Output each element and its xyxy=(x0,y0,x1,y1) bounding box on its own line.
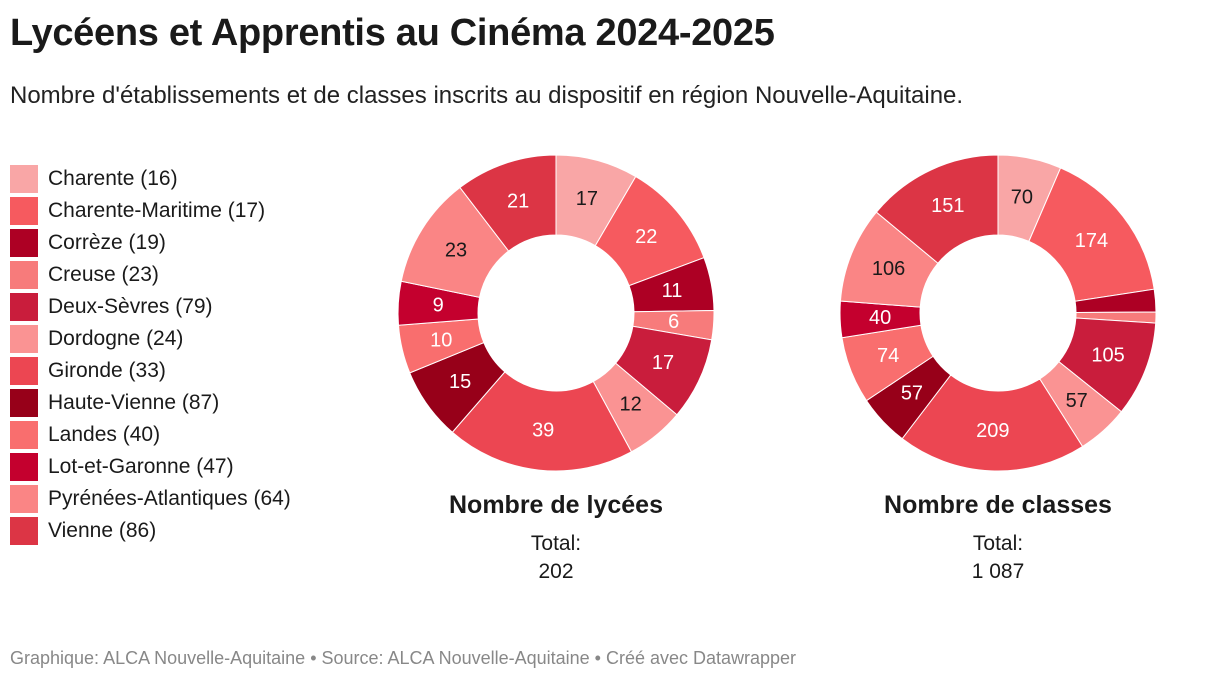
footer-credit: Graphique: ALCA Nouvelle-Aquitaine • Sou… xyxy=(10,648,797,668)
legend-swatch xyxy=(10,453,38,481)
chart-title: Lycéens et Apprentis au Cinéma 2024-2025 xyxy=(10,12,775,54)
donut-chart-lycees: 17 22 11 6 17 12 39 15 10 9 23 21 xyxy=(397,154,715,472)
legend-label: Pyrénées-Atlantiques (64) xyxy=(48,487,291,510)
slice-label: 74 xyxy=(877,345,899,367)
legend-swatch xyxy=(10,229,38,257)
legend-item: Haute-Vienne (87) xyxy=(10,387,291,419)
legend-label: Deux-Sèvres (79) xyxy=(48,295,213,318)
slice-label: 57 xyxy=(901,383,923,405)
slice-label: 70 xyxy=(1011,186,1033,208)
slice-label: 106 xyxy=(872,258,905,280)
legend-item: Landes (40) xyxy=(10,419,291,451)
slice-label: 17 xyxy=(652,352,674,374)
slice-label: 12 xyxy=(619,393,641,415)
donut-slice xyxy=(1028,167,1155,302)
slice-label: 17 xyxy=(576,188,598,210)
slice-label: 57 xyxy=(1066,390,1088,412)
total-label-lycees: Total: xyxy=(530,532,582,555)
donut-slice xyxy=(451,371,633,472)
slice-label: 6 xyxy=(668,311,679,333)
slice-label: 23 xyxy=(445,239,467,261)
slice-label: 174 xyxy=(1075,230,1108,252)
chart-name-lycees: Nombre de lycées xyxy=(449,491,663,519)
legend-swatch xyxy=(10,517,38,545)
caption-classes: Nombre de classes Total: 1 087 xyxy=(838,491,1158,586)
legend-label: Dordogne (24) xyxy=(48,327,184,350)
total-label-classes: Total: xyxy=(972,532,1024,555)
legend-label: Charente-Maritime (17) xyxy=(48,199,266,222)
chart-subtitle: Nombre d'établissements et de classes in… xyxy=(10,82,964,109)
slice-label: 39 xyxy=(532,419,554,441)
total-value-lycees: 202 xyxy=(538,560,574,583)
legend-swatch xyxy=(10,165,38,193)
slice-label: 11 xyxy=(662,280,683,302)
legend-swatch xyxy=(10,389,38,417)
legend: Charente (16) Charente-Maritime (17) Corrè… xyxy=(10,163,291,547)
legend-label: Creuse (23) xyxy=(48,263,159,286)
legend-label: Haute-Vienne (87) xyxy=(48,391,220,414)
legend-swatch xyxy=(10,357,38,385)
slice-label: 9 xyxy=(433,295,444,317)
legend-label: Landes (40) xyxy=(48,423,161,446)
legend-swatch xyxy=(10,421,38,449)
legend-label: Lot-et-Garonne (47) xyxy=(48,455,234,478)
donut-slice xyxy=(459,154,557,252)
legend-label: Charente (16) xyxy=(48,167,178,190)
slice-label: 10 xyxy=(430,329,452,351)
legend-swatch xyxy=(10,485,38,513)
legend-item: Lot-et-Garonne (47) xyxy=(10,451,291,483)
slice-label: 15 xyxy=(449,371,471,393)
donut-slice xyxy=(901,374,1084,472)
slice-label: 209 xyxy=(976,420,1009,442)
slice-label: 105 xyxy=(1091,345,1124,367)
legend-swatch xyxy=(10,325,38,353)
slice-label: 22 xyxy=(635,226,657,248)
slice-label: 151 xyxy=(931,195,964,217)
legend-label: Gironde (33) xyxy=(48,359,166,382)
total-value-classes: 1 087 xyxy=(971,560,1025,583)
legend-item: Gironde (33) xyxy=(10,355,291,387)
legend-item: Charente-Maritime (17) xyxy=(10,195,291,227)
donut-slice xyxy=(875,154,999,264)
legend-swatch xyxy=(10,261,38,289)
slice-label: 21 xyxy=(507,190,529,212)
caption-lycees: Nombre de lycées Total: 202 xyxy=(396,491,716,586)
legend-item: Creuse (23) xyxy=(10,259,291,291)
legend-item: Charente (16) xyxy=(10,163,291,195)
legend-label: Corrèze (19) xyxy=(48,231,166,254)
legend-item: Vienne (86) xyxy=(10,515,291,547)
legend-swatch xyxy=(10,293,38,321)
legend-item: Deux-Sèvres (79) xyxy=(10,291,291,323)
legend-item: Corrèze (19) xyxy=(10,227,291,259)
legend-swatch xyxy=(10,197,38,225)
chart-name-classes: Nombre de classes xyxy=(884,491,1112,519)
slice-label: 40 xyxy=(869,307,891,329)
legend-item: Pyrénées-Atlantiques (64) xyxy=(10,483,291,515)
legend-item: Dordogne (24) xyxy=(10,323,291,355)
legend-label: Vienne (86) xyxy=(48,519,157,542)
